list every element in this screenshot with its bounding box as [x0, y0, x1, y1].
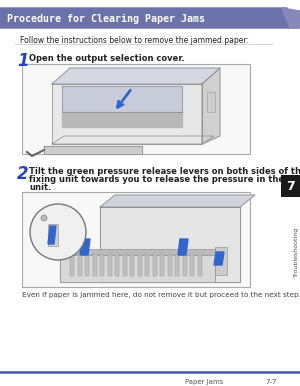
Bar [70, 254, 74, 276]
Bar [77, 254, 82, 276]
Text: Tilt the green pressure release levers on both sides of the: Tilt the green pressure release levers o… [29, 167, 300, 176]
Bar [197, 254, 202, 276]
Text: Even if paper is jammed here, do not remove it but proceed to the next step.: Even if paper is jammed here, do not rem… [22, 292, 300, 298]
Polygon shape [0, 8, 298, 28]
FancyBboxPatch shape [22, 64, 250, 154]
Text: unit.: unit. [29, 183, 51, 192]
Text: Paper Jams: Paper Jams [185, 379, 224, 385]
Bar [137, 254, 142, 276]
Bar [130, 254, 134, 276]
Text: fixing unit towards you to release the pressure in the fixing: fixing unit towards you to release the p… [29, 175, 300, 184]
Polygon shape [100, 195, 255, 207]
Polygon shape [214, 252, 224, 265]
Bar [190, 254, 194, 276]
Text: 7-7: 7-7 [265, 379, 277, 385]
Bar [100, 254, 104, 276]
Bar [122, 254, 127, 276]
Bar [145, 254, 149, 276]
Text: Follow the instructions below to remove the jammed paper:: Follow the instructions below to remove … [20, 36, 249, 45]
FancyBboxPatch shape [22, 192, 250, 287]
Polygon shape [282, 8, 300, 28]
Polygon shape [52, 84, 202, 144]
Polygon shape [80, 239, 90, 255]
FancyBboxPatch shape [215, 247, 227, 275]
Bar [107, 254, 112, 276]
FancyBboxPatch shape [48, 224, 58, 246]
Polygon shape [100, 207, 240, 282]
Polygon shape [62, 112, 182, 127]
Polygon shape [62, 86, 182, 112]
Polygon shape [48, 226, 56, 244]
Circle shape [30, 204, 86, 260]
Text: Troubleshooting: Troubleshooting [293, 227, 298, 277]
Polygon shape [52, 136, 214, 144]
Polygon shape [60, 252, 215, 282]
Text: Procedure for Clearing Paper Jams: Procedure for Clearing Paper Jams [7, 14, 205, 24]
Polygon shape [178, 239, 188, 255]
Bar [152, 254, 157, 276]
FancyBboxPatch shape [281, 175, 300, 197]
Bar [182, 254, 187, 276]
Polygon shape [202, 68, 220, 144]
Bar [85, 254, 89, 276]
Bar [160, 254, 164, 276]
Polygon shape [52, 68, 220, 84]
FancyBboxPatch shape [207, 92, 215, 112]
Polygon shape [44, 146, 142, 154]
Bar [167, 254, 172, 276]
Text: 7: 7 [286, 180, 295, 193]
Text: Open the output selection cover.: Open the output selection cover. [29, 54, 184, 63]
Bar [115, 254, 119, 276]
Bar [175, 254, 179, 276]
Text: 1: 1 [17, 52, 28, 70]
Circle shape [41, 215, 47, 221]
Text: 2: 2 [17, 165, 28, 183]
Bar [92, 254, 97, 276]
FancyBboxPatch shape [60, 249, 215, 255]
